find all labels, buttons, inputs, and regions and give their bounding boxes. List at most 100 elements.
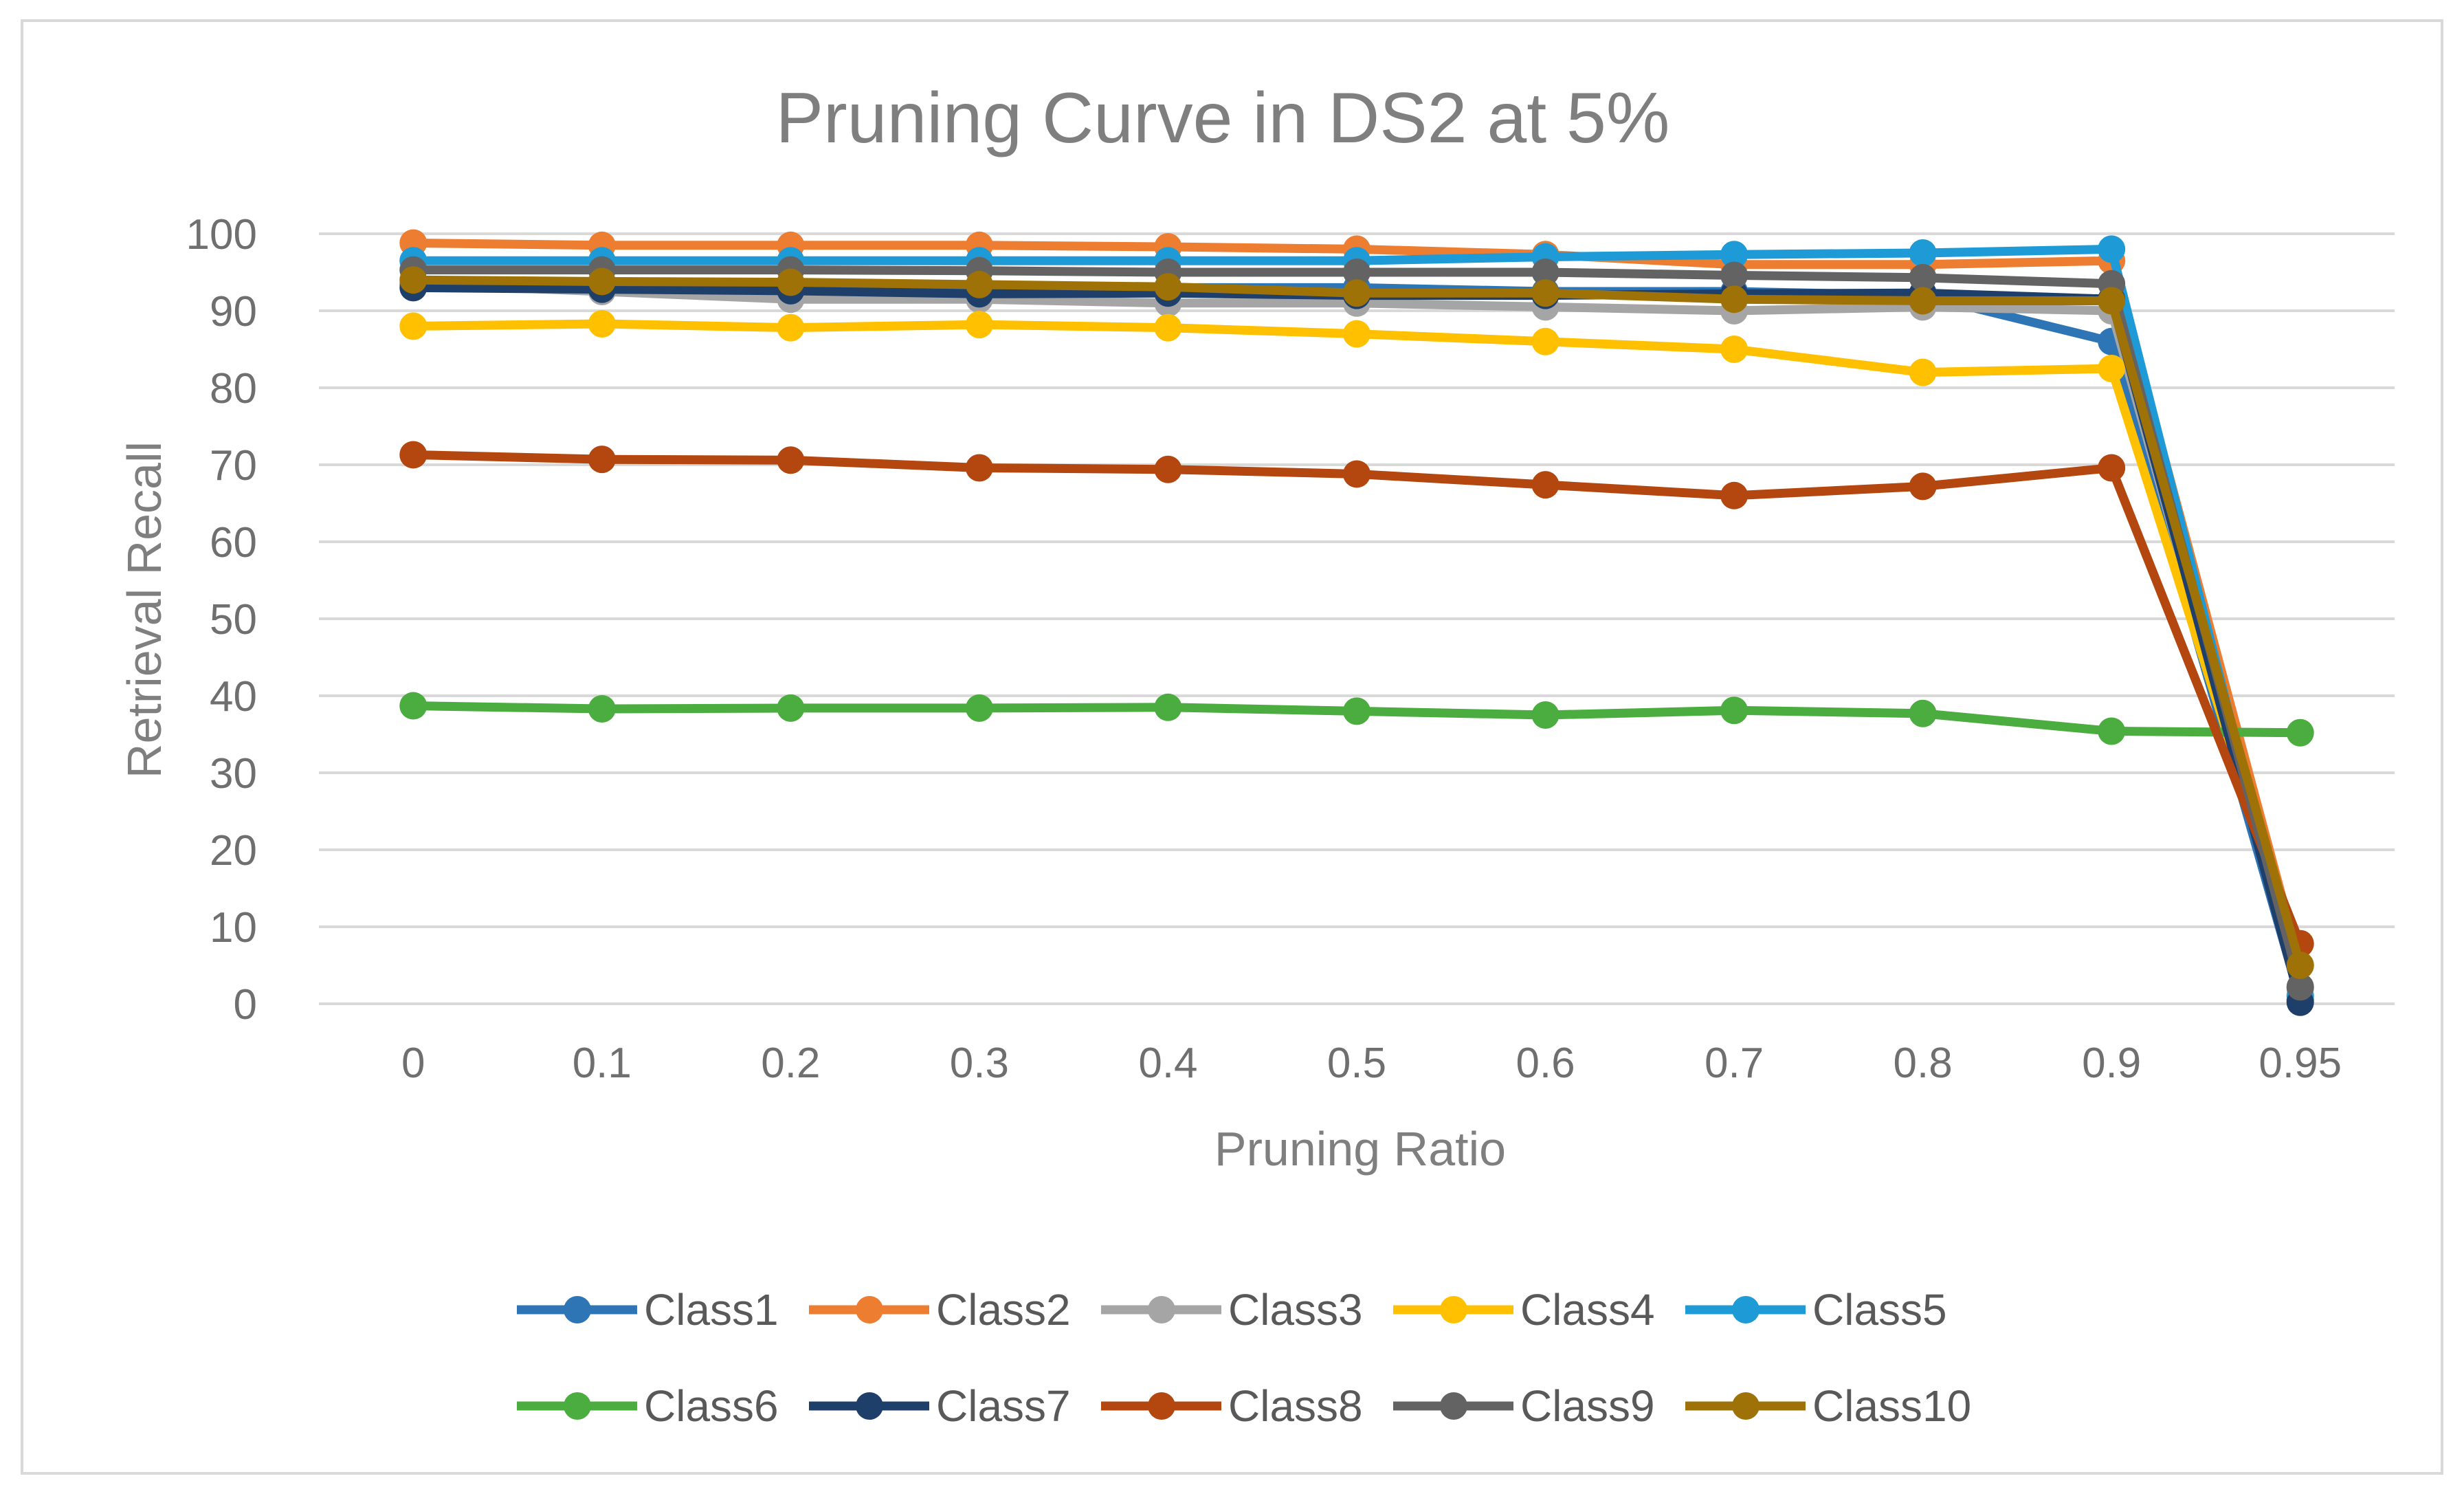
data-point — [965, 454, 993, 482]
x-tick-label: 0.9 — [2082, 1040, 2141, 1087]
legend-label: Class8 — [1228, 1381, 1363, 1431]
series-class10 — [399, 266, 2314, 979]
y-tick-label: 70 — [210, 442, 257, 490]
data-point — [1343, 320, 1370, 348]
data-point — [399, 312, 428, 340]
legend-item: Class5 — [1685, 1285, 1947, 1334]
series-class7 — [399, 274, 2314, 1016]
data-point — [1720, 285, 1749, 314]
legend-item: Class9 — [1393, 1381, 1655, 1431]
legend: Class1 Class2 Class3 Class4 Class5 Class6 Clas… — [517, 1285, 1971, 1431]
x-tick-label: 0.95 — [2258, 1040, 2342, 1087]
series-line — [408, 275, 2305, 970]
legend-label: Class5 — [1812, 1285, 1947, 1334]
data-point — [965, 270, 993, 298]
data-point — [1909, 358, 1937, 386]
data-point — [1154, 273, 1182, 301]
series-class5 — [399, 235, 2314, 1010]
series-class4 — [399, 310, 2314, 979]
y-tick-label: 60 — [210, 519, 257, 567]
data-point — [1720, 261, 1749, 289]
data-point — [1909, 287, 1937, 315]
legend-item: Class8 — [1101, 1381, 1363, 1431]
legend-label: Class6 — [644, 1381, 779, 1431]
y-axis-label: Retrieval Recall — [118, 441, 171, 778]
data-point — [1909, 239, 1937, 267]
series-class6 — [399, 692, 2314, 747]
legend-item: Class1 — [517, 1285, 779, 1334]
y-tick-label: 80 — [210, 365, 257, 413]
series-class3 — [399, 270, 2314, 1002]
x-tick-label: 0.5 — [1327, 1040, 1386, 1087]
legend-item: Class10 — [1685, 1381, 1971, 1431]
legend-label: Class4 — [1520, 1285, 1655, 1334]
series-line — [408, 265, 2305, 991]
data-point — [2286, 718, 2314, 747]
legend-item: Class6 — [517, 1381, 779, 1431]
y-tick-label: 100 — [186, 211, 257, 259]
data-point — [1154, 693, 1182, 721]
data-point — [2098, 454, 2126, 482]
y-tick-label: 0 — [234, 981, 257, 1029]
data-point — [777, 446, 805, 474]
series-class8 — [399, 441, 2314, 958]
data-point — [1343, 279, 1370, 307]
series-lines — [399, 229, 2314, 1016]
data-point — [588, 695, 616, 723]
data-point — [1531, 471, 1560, 499]
legend-label: Class9 — [1520, 1381, 1655, 1431]
series-line — [408, 279, 2305, 1004]
legend-marker — [1732, 1392, 1760, 1420]
data-point — [965, 311, 993, 339]
legend-marker — [1440, 1296, 1467, 1323]
data-point — [1909, 699, 1937, 727]
data-point — [1909, 263, 1937, 292]
legend-label: Class3 — [1228, 1285, 1363, 1334]
data-point — [399, 441, 428, 469]
series-line — [408, 319, 2305, 970]
y-tick-label: 10 — [210, 904, 257, 952]
data-point — [777, 268, 805, 296]
y-tick-label: 20 — [210, 827, 257, 875]
data-point — [2286, 973, 2314, 1001]
data-point — [2098, 287, 2126, 315]
data-point — [1531, 279, 1560, 307]
x-tick-label: 0.6 — [1516, 1040, 1575, 1087]
data-point — [1720, 241, 1749, 269]
data-point — [1720, 336, 1749, 363]
legend-marker — [856, 1392, 883, 1420]
chart-svg: Pruning Curve in DS2 at 5% 0 10 20 30 40 50 60… — [118, 78, 2395, 1431]
data-point — [1154, 455, 1182, 483]
y-tick-label: 90 — [210, 288, 257, 336]
x-axis-label: Pruning Ratio — [1214, 1122, 1506, 1176]
data-point — [1531, 259, 1560, 286]
data-point — [2098, 717, 2126, 745]
data-point — [588, 446, 616, 474]
data-point — [1531, 327, 1560, 355]
data-point — [588, 310, 616, 338]
x-tick-label: 0.7 — [1705, 1040, 1764, 1087]
series-line — [408, 279, 2305, 993]
legend-item: Class7 — [809, 1381, 1071, 1431]
y-tick-label: 50 — [210, 596, 257, 644]
data-point — [777, 314, 805, 342]
y-tick-label: 40 — [210, 673, 257, 721]
x-tick-label: 0.3 — [950, 1040, 1009, 1087]
data-point — [399, 266, 428, 294]
data-point — [1531, 701, 1560, 729]
data-point — [1720, 696, 1749, 725]
x-tick-label: 0.8 — [1894, 1040, 1953, 1087]
x-tick-label: 0 — [401, 1040, 425, 1087]
series-line — [408, 238, 2305, 970]
data-point — [1343, 259, 1370, 286]
legend-item: Class2 — [809, 1285, 1071, 1334]
data-point — [1720, 481, 1749, 509]
series-line — [408, 244, 2305, 1001]
legend-marker — [1440, 1392, 1467, 1420]
data-point — [2286, 952, 2314, 979]
data-point — [1343, 697, 1370, 725]
gridlines — [319, 232, 2395, 1005]
legend-item: Class4 — [1393, 1285, 1655, 1334]
x-tick-label: 0.1 — [573, 1040, 632, 1087]
data-point — [965, 694, 993, 722]
